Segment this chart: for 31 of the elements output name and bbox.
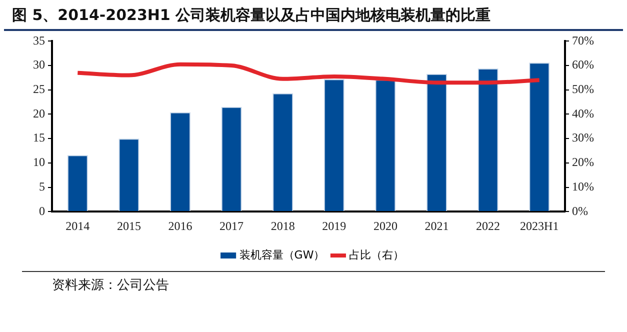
x-tick-label: 2020 — [373, 218, 398, 233]
x-tick-label: 2014 — [66, 218, 90, 233]
y2-tick-label: 30% — [572, 130, 594, 145]
text: 资料来源：公司公告 — [22, 271, 605, 298]
y-tick-label: 0 — [39, 204, 45, 218]
y2-tick-label: 0% — [572, 204, 588, 218]
y-tick-label: 15 — [33, 130, 45, 145]
x-tick-label: 2016 — [168, 218, 192, 233]
y2-tick-label: 20% — [572, 155, 594, 170]
x-tick-label: 2018 — [270, 218, 295, 233]
x-tick-label: 2021 — [424, 218, 449, 233]
y-tick-label: 10 — [33, 155, 45, 170]
y-tick-label: 25 — [33, 82, 45, 96]
y2-tick-label: 70% — [572, 33, 594, 48]
y2-tick-label: 40% — [572, 106, 594, 120]
y2-tick-label: 60% — [572, 58, 594, 72]
x-tick-label: 2019 — [322, 218, 346, 233]
y2-tick-label: 10% — [572, 179, 594, 194]
x-tick-label: 2017 — [220, 218, 244, 233]
line-series — [76, 62, 542, 85]
x-tick-label: 2023H1 — [520, 218, 559, 233]
legend-label: 装机容量（GW） — [239, 248, 325, 262]
y-tick-label: 30 — [33, 58, 45, 72]
y-tick-label: 35 — [33, 33, 45, 48]
y2-tick-label: 50% — [572, 82, 594, 96]
y-tick-label: 5 — [39, 179, 45, 194]
x-tick-label: 2015 — [116, 218, 141, 233]
x-tick-label: 2022 — [476, 218, 500, 233]
y-tick-label: 20 — [33, 106, 45, 120]
chart-title: 图 5、2014-2023H1 公司装机容量以及占中国内地核电装机量的比重 — [4, 0, 623, 31]
legend-label: 占比（右） — [349, 248, 404, 262]
